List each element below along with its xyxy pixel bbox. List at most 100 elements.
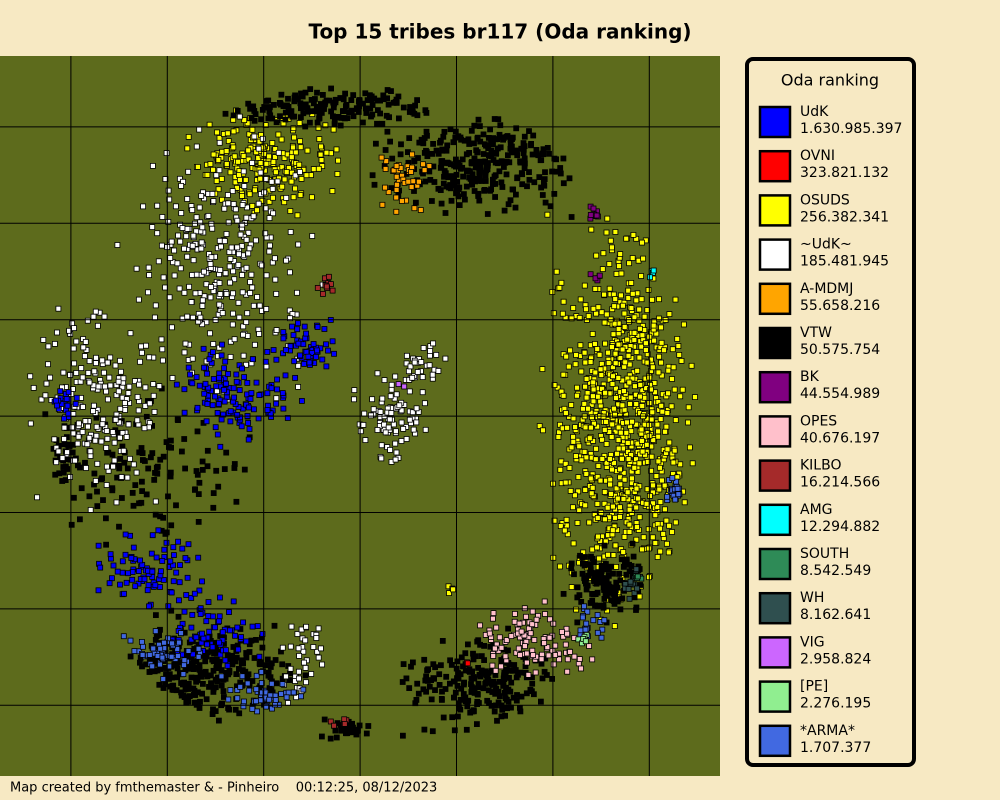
village: [386, 416, 393, 423]
village: [194, 404, 201, 411]
village: [657, 525, 663, 532]
village: [185, 133, 192, 140]
village: [558, 279, 565, 286]
village: [311, 96, 318, 102]
village: [157, 568, 164, 575]
village: [314, 284, 321, 291]
village: [551, 382, 558, 389]
village: [360, 421, 367, 428]
village: [313, 353, 319, 360]
village: [599, 266, 606, 273]
village: [196, 382, 203, 389]
village: [185, 364, 192, 371]
village: [621, 534, 628, 540]
village: [195, 653, 202, 660]
village: [573, 352, 579, 358]
village: [658, 359, 664, 366]
village: [291, 358, 298, 365]
village: [136, 449, 143, 456]
village: [245, 436, 252, 443]
village: [199, 297, 206, 304]
village: [67, 372, 73, 378]
village: [447, 185, 454, 192]
village: [490, 141, 496, 148]
village: [633, 456, 639, 463]
village: [382, 184, 388, 191]
village: [173, 502, 179, 509]
village: [600, 250, 607, 257]
village: [517, 159, 524, 166]
village: [613, 564, 619, 570]
village: [587, 600, 594, 606]
village: [563, 516, 570, 523]
map-title: Top 15 tribes br117 (Oda ranking): [308, 20, 691, 44]
village: [603, 561, 609, 567]
village: [594, 629, 601, 636]
village: [278, 136, 285, 143]
village: [630, 231, 637, 238]
village: [541, 176, 548, 183]
village: [603, 311, 610, 318]
village: [586, 643, 592, 649]
village: [378, 455, 385, 462]
village: [597, 477, 604, 484]
village: [160, 453, 167, 460]
village: [615, 341, 622, 348]
village: [432, 687, 438, 693]
village: [421, 726, 428, 733]
village: [628, 428, 635, 435]
village: [635, 495, 641, 502]
village: [297, 114, 304, 121]
village: [436, 682, 443, 688]
village: [128, 555, 135, 561]
village: [167, 473, 174, 480]
village: [181, 436, 188, 442]
village: [530, 132, 537, 139]
village: [310, 341, 317, 347]
village: [198, 239, 205, 246]
village: [611, 460, 617, 466]
village: [146, 354, 153, 361]
village: [574, 392, 580, 399]
village: [590, 379, 597, 386]
village: [597, 398, 604, 405]
village: [637, 382, 644, 388]
village: [272, 697, 279, 703]
village: [636, 460, 643, 467]
village: [117, 434, 123, 441]
village: [42, 411, 49, 418]
village: [411, 359, 418, 366]
village: [674, 335, 681, 342]
village: [582, 359, 589, 366]
village: [665, 390, 671, 397]
village: [551, 517, 558, 524]
village: [268, 178, 275, 185]
village: [185, 648, 192, 654]
village: [626, 506, 633, 513]
village: [636, 514, 643, 521]
village: [306, 119, 313, 126]
village: [379, 120, 386, 127]
village: [184, 196, 191, 202]
village: [639, 332, 646, 339]
village: [189, 651, 196, 658]
village: [617, 466, 623, 473]
village: [169, 375, 176, 381]
village: [195, 519, 202, 525]
village: [430, 140, 437, 147]
village: [474, 698, 481, 705]
village: [111, 457, 118, 464]
village: [420, 345, 427, 351]
village: [150, 392, 157, 399]
village: [130, 461, 137, 468]
village: [488, 186, 495, 193]
village: [655, 433, 662, 440]
village: [536, 423, 543, 429]
village: [165, 635, 171, 642]
village: [568, 560, 575, 567]
village: [540, 151, 547, 158]
village: [570, 504, 576, 511]
village: [602, 516, 608, 523]
village: [86, 358, 93, 365]
village: [227, 408, 234, 415]
